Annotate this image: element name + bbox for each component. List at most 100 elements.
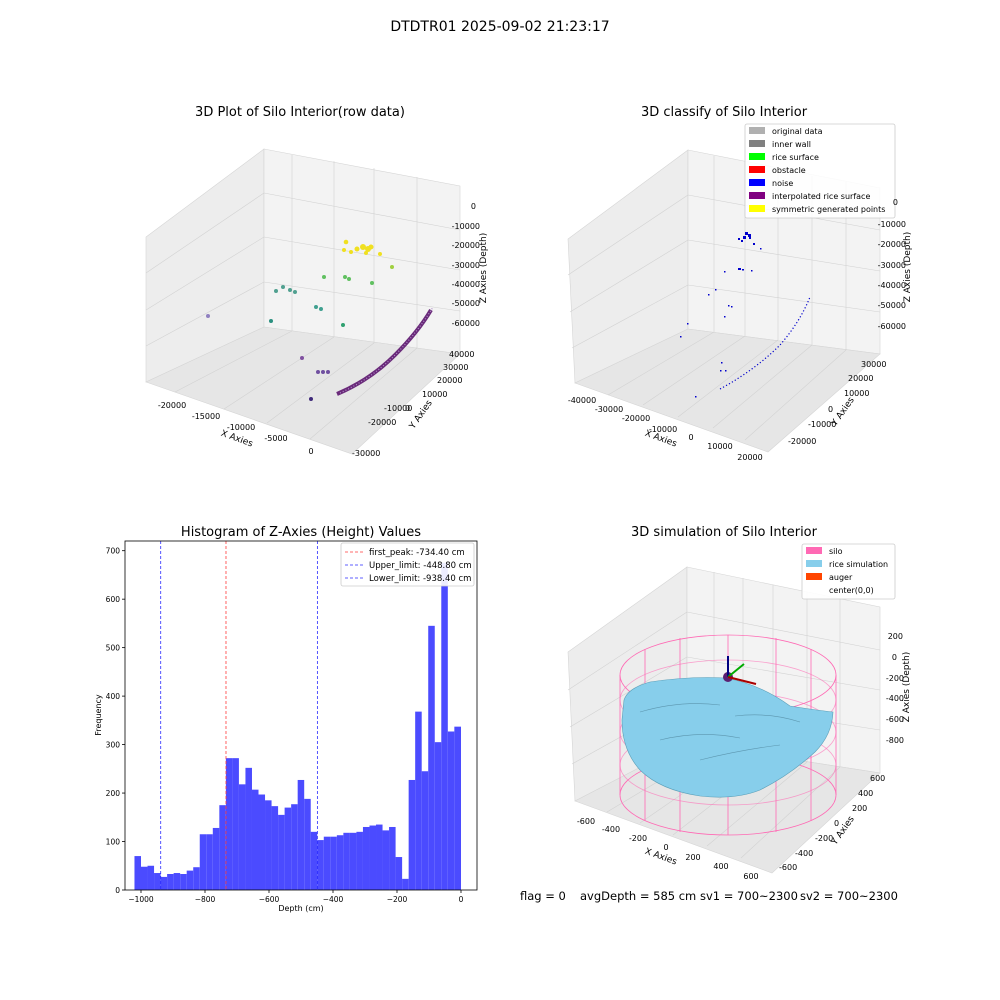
flag-readout: flag = 0 <box>520 889 566 903</box>
svg-text:-5000: -5000 <box>264 434 287 443</box>
svg-text:0: 0 <box>834 819 839 828</box>
svg-text:-20000: -20000 <box>368 418 396 427</box>
histogram-y-label: Frequency <box>94 694 103 736</box>
simulation-z-label: Z Axies (Depth) <box>902 652 912 723</box>
legend-swatch <box>749 127 765 134</box>
legend-entry: rice surface <box>772 153 819 162</box>
histogram-bar <box>317 840 324 890</box>
svg-text:-10000: -10000 <box>384 404 412 413</box>
y-tick-label: 300 <box>106 741 121 750</box>
svg-text:-20000: -20000 <box>452 241 480 250</box>
status-footer: flag = 0 avgDepth = 585 cm sv1 = 700~230… <box>520 889 898 903</box>
histogram-bar <box>284 807 292 890</box>
histogram-legend: first_peak: -734.40 cm Upper_limit: -448.… <box>340 542 475 587</box>
svg-text:-40000: -40000 <box>452 280 480 289</box>
histogram-bar <box>389 826 396 890</box>
histogram-bar <box>141 866 148 890</box>
rice-surface <box>621 677 834 798</box>
svg-text:-800: -800 <box>886 736 904 745</box>
legend-entry: inner wall <box>772 140 811 149</box>
svg-text:-30000: -30000 <box>595 405 623 414</box>
svg-text:600: 600 <box>743 872 758 881</box>
svg-text:200: 200 <box>685 853 700 862</box>
x-tick-label: −800 <box>195 895 216 904</box>
histogram-bar <box>180 874 187 890</box>
avg-depth-readout: avgDepth = 585 cm <box>580 889 696 903</box>
classify-y-ticks: -20000 -10000 0 10000 20000 30000 <box>788 360 886 446</box>
svg-text:-15000: -15000 <box>192 412 220 421</box>
svg-text:30000: 30000 <box>861 360 886 369</box>
raw-x-ticks: -20000 -15000 -10000 -5000 0 <box>158 401 314 456</box>
histogram-bar <box>376 824 383 890</box>
legend-swatch <box>749 179 765 186</box>
legend-entry: noise <box>772 179 793 188</box>
svg-text:10000: 10000 <box>844 389 869 398</box>
sv1-readout: sv1 = 700~2300 <box>700 889 798 903</box>
x-tick-label: −1000 <box>128 895 154 904</box>
svg-text:0: 0 <box>405 404 410 413</box>
raw-z-label: Z Axies (Depth) <box>479 233 489 304</box>
svg-text:-20000: -20000 <box>788 437 816 446</box>
x-tick-label: −400 <box>323 895 344 904</box>
panel-raw: 3D Plot of Silo Interior(row data) <box>145 105 489 458</box>
svg-text:-30000: -30000 <box>452 261 480 270</box>
histogram-x-ticks: −1000 −800 −600 −400 −200 0 <box>128 890 464 904</box>
svg-text:0: 0 <box>308 447 313 456</box>
svg-text:-40000: -40000 <box>568 396 596 405</box>
legend-swatch <box>749 192 765 199</box>
svg-text:-10000: -10000 <box>649 425 677 434</box>
legend-entry: Upper_limit: -448.80 cm <box>369 561 472 571</box>
histogram-x-label: Depth (cm) <box>278 904 323 913</box>
histogram-bar <box>193 867 200 890</box>
histogram-bar <box>310 831 318 890</box>
svg-text:-200: -200 <box>815 834 833 843</box>
histogram-bar <box>297 779 305 890</box>
y-tick-label: 600 <box>106 595 121 604</box>
histogram-bar <box>415 711 422 890</box>
panel-classify: 3D classify of Silo Interior <box>567 105 913 462</box>
histogram-bar <box>238 784 246 890</box>
svg-text:0: 0 <box>688 433 693 442</box>
histogram-bar <box>330 836 337 890</box>
histogram-bar <box>278 814 285 890</box>
histogram-title: Histogram of Z-Axies (Height) Values <box>181 525 421 540</box>
legend-entry: center(0,0) <box>829 586 874 595</box>
svg-text:20000: 20000 <box>737 453 762 462</box>
legend-swatch <box>749 205 765 212</box>
histogram-bar <box>304 798 311 890</box>
svg-text:30000: 30000 <box>443 363 468 372</box>
histogram-bar <box>199 834 207 890</box>
legend-swatch <box>806 573 822 580</box>
svg-text:0: 0 <box>892 653 897 662</box>
legend-entry: rice simulation <box>829 560 888 569</box>
svg-text:10000: 10000 <box>422 390 447 399</box>
legend-entry: interpolated rice surface <box>772 192 870 201</box>
svg-text:-400: -400 <box>886 694 904 703</box>
svg-text:-10000: -10000 <box>227 423 255 432</box>
legend-entry: silo <box>829 547 843 556</box>
y-tick-label: 200 <box>106 789 121 798</box>
svg-text:-20000: -20000 <box>878 240 906 249</box>
svg-text:10000: 10000 <box>707 442 732 451</box>
svg-text:-10000: -10000 <box>878 220 906 229</box>
legend-entry: symmetric generated points <box>772 205 885 214</box>
histogram-frame <box>124 540 478 891</box>
classify-z-ticks: 0 -10000 -20000 -30000 -40000 -50000 -60… <box>878 198 906 331</box>
histogram-bar <box>336 835 344 890</box>
classify-y-label: Y Axies <box>829 395 857 428</box>
y-tick-label: 400 <box>106 692 121 701</box>
histogram-bar <box>258 794 266 890</box>
svg-text:200: 200 <box>888 632 903 641</box>
panel-histogram: Histogram of Z-Axies (Height) Values −10… <box>94 525 478 913</box>
svg-text:-40000: -40000 <box>878 281 906 290</box>
histogram-bar <box>349 832 357 890</box>
histogram-bar <box>265 800 272 890</box>
histogram-bar <box>167 874 174 890</box>
svg-text:-30000: -30000 <box>352 449 380 458</box>
sv2-readout: sv2 = 700~2300 <box>800 889 898 903</box>
histogram-bar <box>369 825 377 890</box>
svg-text:-10000: -10000 <box>452 222 480 231</box>
raw-z-ticks: 0 -10000 -20000 -30000 -40000 -50000 -60… <box>452 202 480 328</box>
histogram-bar <box>186 870 194 890</box>
svg-text:0: 0 <box>828 405 833 414</box>
